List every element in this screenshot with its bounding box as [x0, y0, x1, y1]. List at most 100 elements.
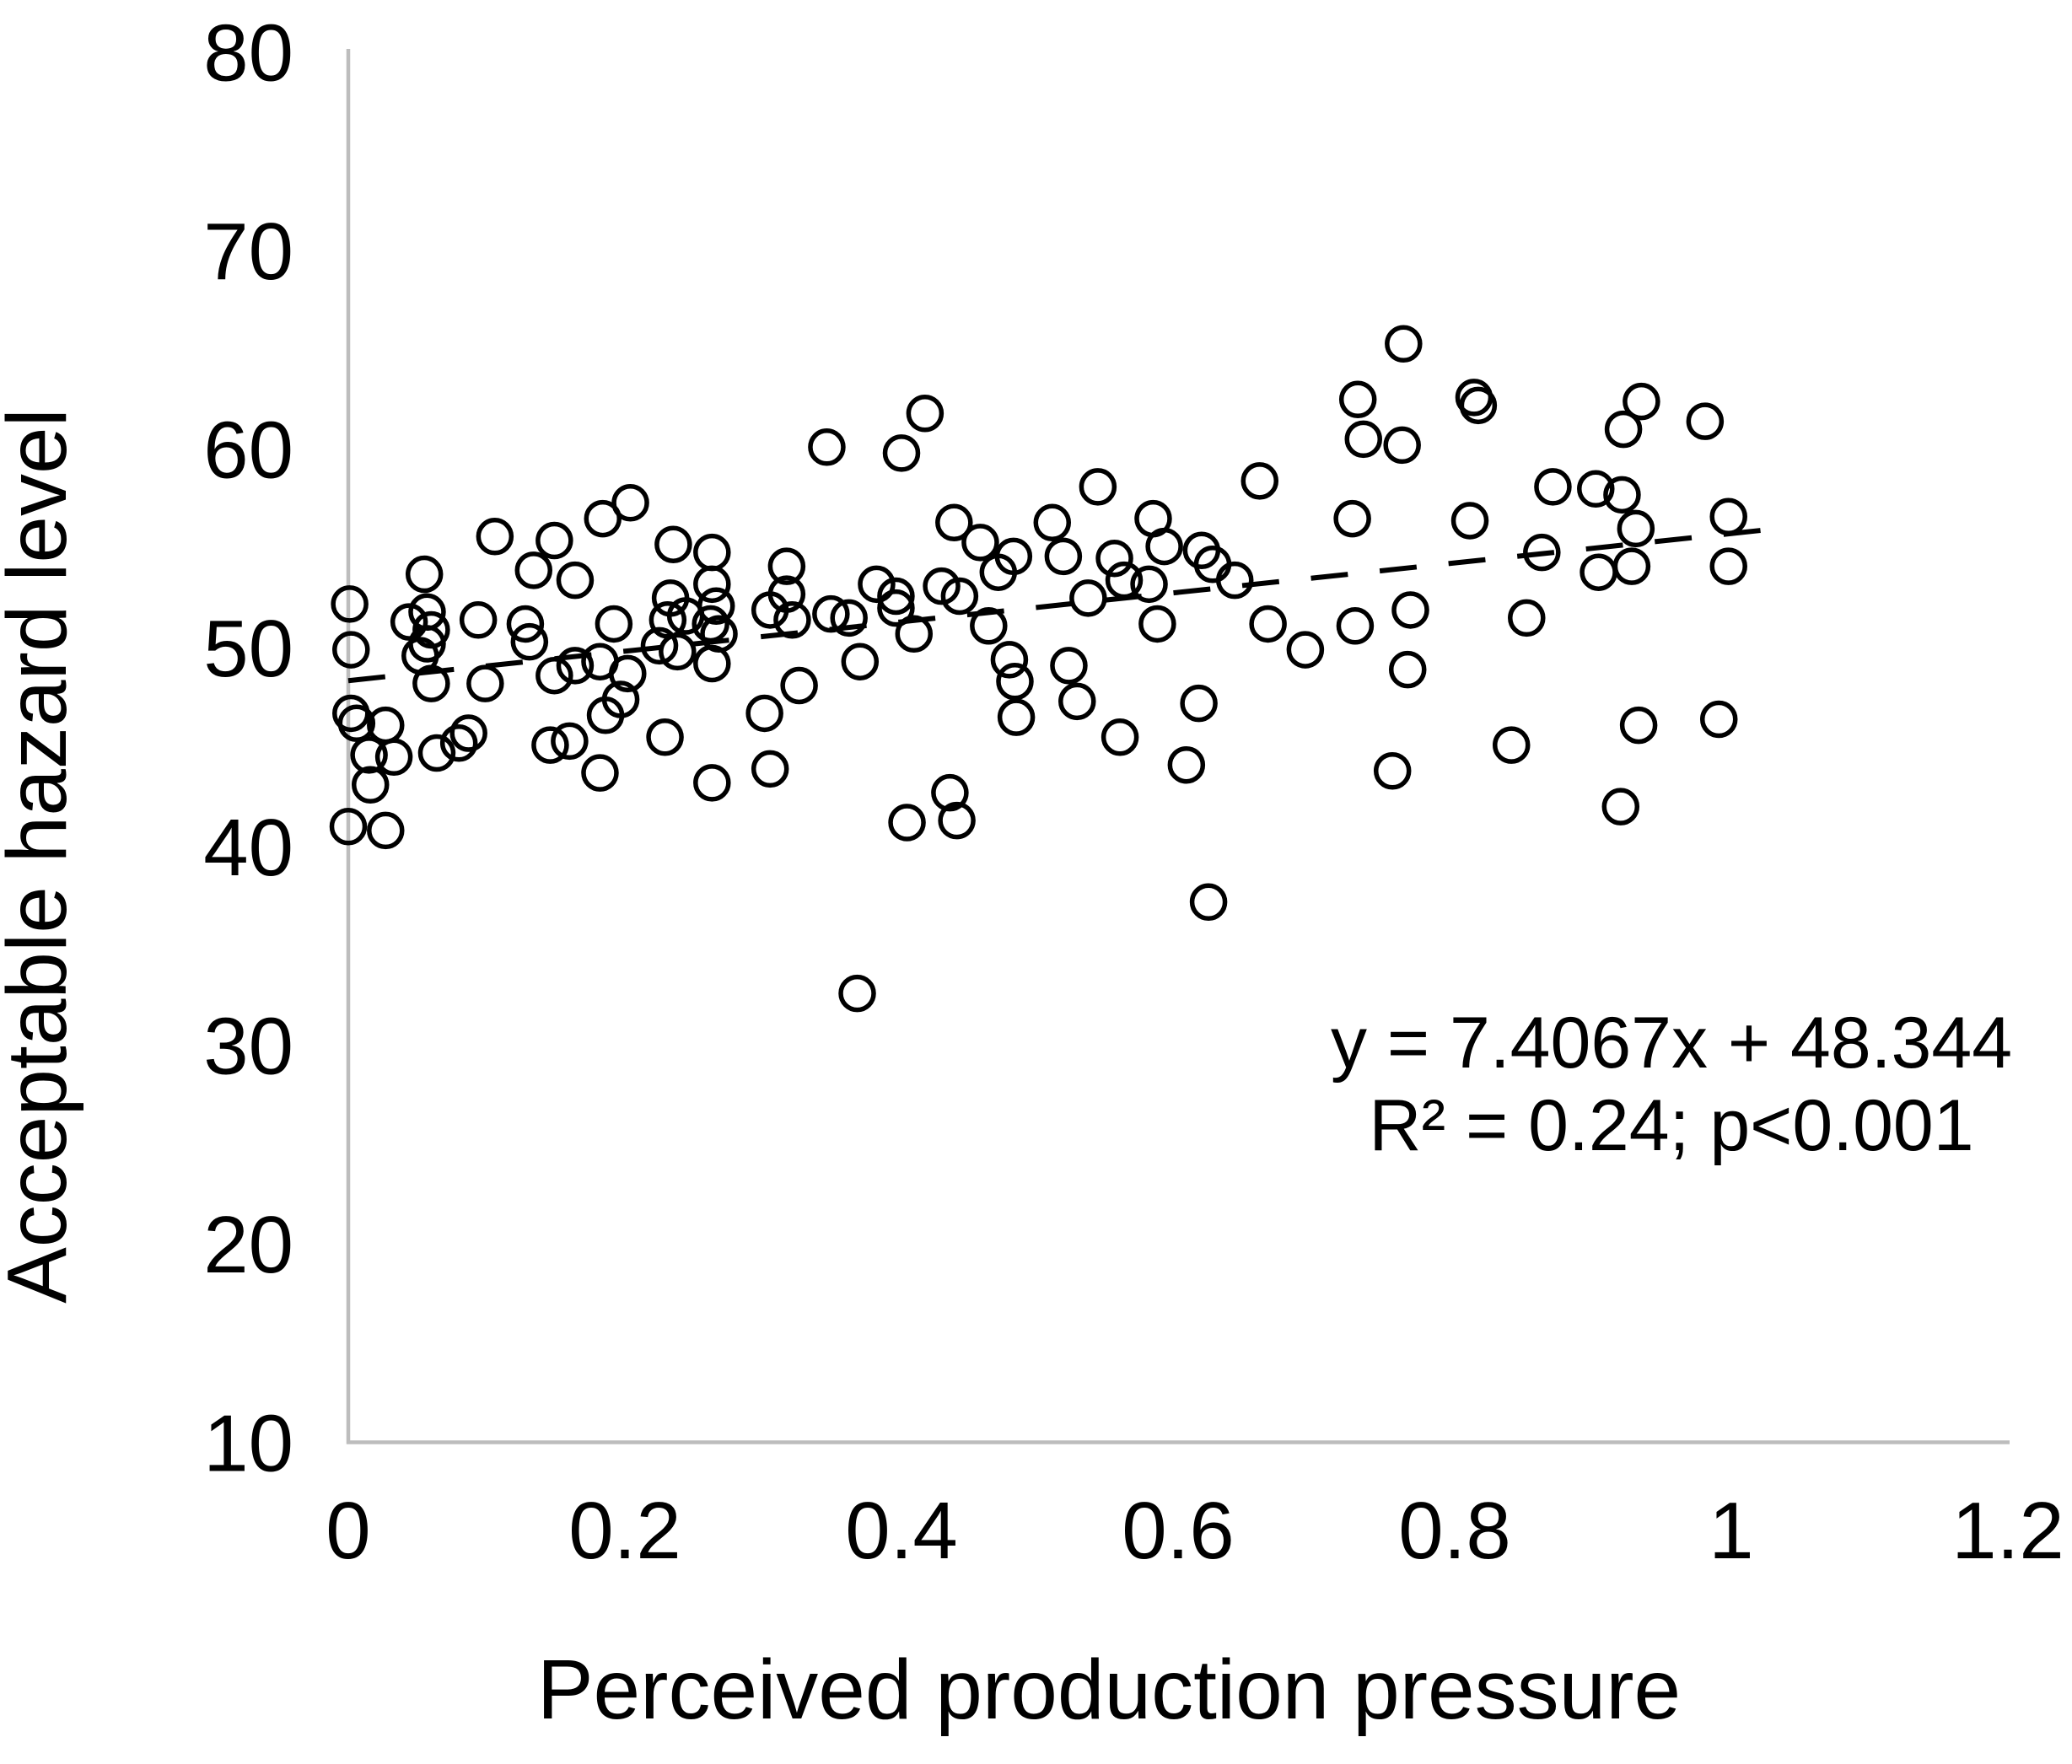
- data-point: [1145, 527, 1183, 566]
- data-point: [906, 394, 945, 433]
- data-point: [337, 704, 376, 742]
- data-point: [773, 600, 811, 639]
- y-tick-label: 10: [203, 1398, 293, 1488]
- data-point: [888, 804, 926, 842]
- x-axis: 0 0.2 0.4 0.6 0.8 1 1.2: [326, 1440, 2064, 1576]
- data-point: [1138, 605, 1176, 643]
- data-point: [551, 722, 589, 761]
- data-point: [1338, 380, 1377, 418]
- data-point: [659, 632, 697, 671]
- data-point: [412, 664, 450, 702]
- data-point: [1095, 539, 1133, 578]
- y-tick-label: 60: [203, 406, 293, 496]
- data-point: [895, 615, 934, 653]
- y-tick-label: 80: [203, 8, 293, 99]
- data-point: [1333, 499, 1371, 538]
- data-point: [693, 764, 731, 802]
- data-point: [611, 483, 649, 522]
- data-point: [1385, 325, 1423, 363]
- data-point: [1523, 533, 1561, 572]
- data-point: [1215, 561, 1254, 600]
- data-point: [332, 631, 370, 669]
- trend-equation-label: y = 7.4067x + 48.344: [1331, 1003, 2012, 1084]
- data-point: [1058, 682, 1096, 721]
- data-point: [923, 567, 961, 605]
- y-axis: 10 20 30 40 50 60 70 80: [203, 8, 351, 1488]
- data-point: [693, 644, 731, 683]
- data-point: [812, 594, 850, 633]
- data-point: [1617, 509, 1655, 548]
- data-point: [374, 738, 413, 777]
- data-point: [808, 428, 846, 466]
- data-point: [556, 647, 595, 685]
- data-point: [654, 525, 692, 563]
- data-point: [1619, 706, 1658, 745]
- x-axis-title: Perceived production pressure: [537, 1643, 1681, 1737]
- data-point: [1577, 470, 1615, 508]
- data-point: [439, 724, 478, 762]
- data-point: [1130, 565, 1168, 604]
- x-tick-label: 1: [1709, 1486, 1753, 1576]
- data-point: [1044, 537, 1083, 576]
- data-point: [584, 499, 622, 538]
- data-point: [1603, 476, 1641, 514]
- data-point: [1508, 599, 1546, 637]
- data-point: [830, 599, 868, 637]
- data-point: [1699, 700, 1738, 739]
- data-point: [1580, 553, 1617, 591]
- data-point: [609, 654, 647, 693]
- data-point: [751, 750, 789, 788]
- y-tick-label: 40: [203, 803, 293, 893]
- data-point: [780, 666, 818, 705]
- data-point: [1180, 684, 1218, 723]
- data-point: [841, 643, 880, 680]
- data-point: [877, 589, 915, 627]
- data-point: [1534, 468, 1572, 506]
- data-point: [1286, 631, 1325, 669]
- data-point: [1391, 591, 1429, 629]
- data-point: [693, 565, 731, 604]
- data-point: [970, 607, 1008, 645]
- data-point: [693, 533, 731, 572]
- data-point: [745, 694, 783, 733]
- data-point: [940, 577, 979, 616]
- y-tick-label: 50: [203, 604, 293, 694]
- x-tick-label: 0.2: [568, 1486, 681, 1576]
- data-point: [581, 754, 619, 792]
- data-point: [1344, 420, 1383, 459]
- data-point: [961, 524, 999, 562]
- data-point: [697, 587, 735, 625]
- data-point: [1623, 382, 1660, 421]
- data-point: [1492, 726, 1531, 764]
- data-point: [1336, 607, 1375, 645]
- data-point: [1249, 605, 1287, 643]
- data-point: [459, 600, 498, 639]
- data-point: [510, 622, 549, 661]
- data-point: [1686, 402, 1725, 440]
- data-point: [329, 807, 368, 846]
- data-point: [1079, 468, 1117, 506]
- data-point: [1050, 647, 1088, 685]
- data-point: [1604, 410, 1643, 449]
- data-point: [935, 503, 973, 542]
- data-point: [640, 627, 679, 665]
- data-point: [514, 551, 553, 589]
- data-point: [990, 641, 1029, 679]
- data-point: [1459, 386, 1498, 425]
- data-point: [531, 726, 569, 764]
- x-tick-label: 0.8: [1398, 1486, 1510, 1576]
- y-tick-label: 20: [203, 1200, 293, 1290]
- data-point: [1601, 788, 1640, 826]
- data-point: [449, 714, 487, 752]
- data-point: [1189, 883, 1228, 921]
- data-point: [535, 521, 573, 560]
- data-point: [938, 801, 976, 840]
- data-point: [877, 577, 915, 616]
- data-point: [405, 555, 444, 594]
- data-point: [1612, 547, 1651, 585]
- data-point: [1069, 579, 1107, 617]
- data-point: [1709, 497, 1747, 535]
- data-point: [331, 585, 369, 623]
